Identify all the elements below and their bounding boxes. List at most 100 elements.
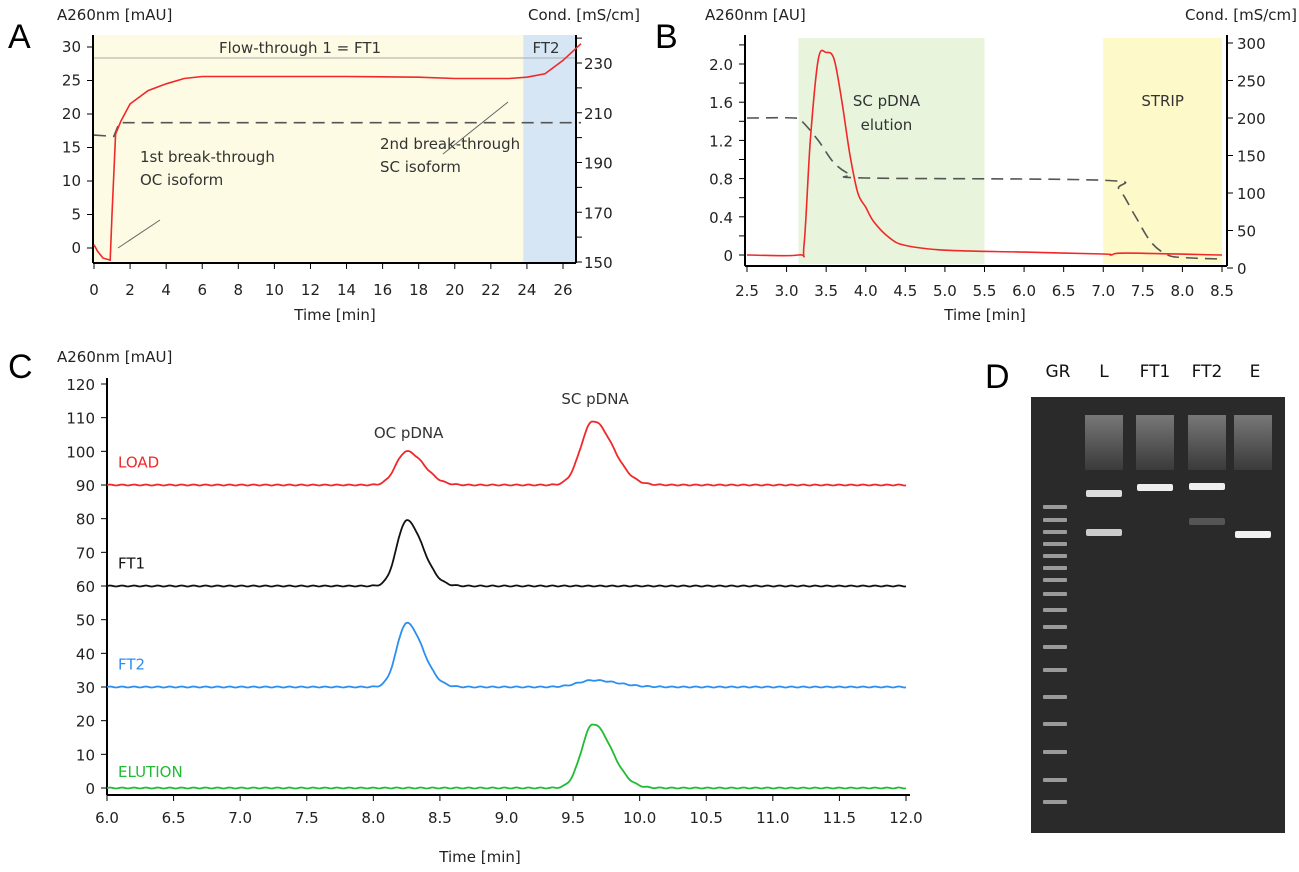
panel-label-c: C	[8, 348, 33, 386]
x-tick-label: 16	[373, 281, 392, 299]
lane-label: GR	[1046, 362, 1071, 382]
panel-label-b: B	[655, 18, 678, 56]
annotation-text: SC isoform	[380, 158, 461, 176]
ladder-band	[1043, 518, 1067, 522]
y-tick-label: 1.6	[709, 94, 733, 112]
x-tick-label: 3.0	[775, 282, 799, 300]
y-tick-label: 20	[76, 713, 95, 731]
y-tick-label: 0.8	[709, 171, 733, 189]
gel-band	[1189, 518, 1225, 525]
lane-label: FT1	[1140, 362, 1171, 382]
x-tick-label: 22	[481, 281, 500, 299]
x-tick-label: 10	[265, 281, 284, 299]
y-tick-label: 30	[76, 679, 95, 697]
chart-c: 6.0 6.5 7.0 7.5 8.0 8.5 9.0 9.5 10.0 10.5 11.0 11.5…	[57, 348, 923, 866]
y-tick-label: 100	[66, 443, 95, 461]
region-label-ft1: Flow-through 1 = FT1	[219, 39, 381, 57]
y-axis-label: A260nm [mAU]	[57, 348, 172, 366]
y2-tick-label: 150	[1237, 148, 1266, 166]
lane-smear	[1085, 415, 1123, 470]
x-tick-label: 26	[553, 281, 572, 299]
x-tick-label: 4	[161, 281, 171, 299]
x-tick-label: 5.5	[973, 282, 997, 300]
y2-tick-label: 50	[1237, 223, 1256, 241]
x-tick-label: 7.5	[1131, 282, 1155, 300]
y2-tick-label: 200	[1237, 110, 1266, 128]
x-tick-label: 10.5	[690, 809, 723, 827]
series-a260	[746, 49, 1223, 258]
series-conductivity	[93, 121, 581, 138]
x-axis-label: Time [min]	[943, 306, 1025, 324]
y-tick-label: 2.0	[709, 56, 733, 74]
x-tick-label: 12.0	[889, 809, 922, 827]
y-tick-label: 60	[76, 578, 95, 596]
ladder-band	[1043, 578, 1067, 582]
y-tick-label: 80	[76, 511, 95, 529]
x-tick-label: 14	[337, 281, 356, 299]
chart-b: SC pDNA elution STRIP 2.5 3.0 3.5 4.0 4.5 5.0 5.5…	[705, 6, 1297, 324]
y-tick-label: 30	[62, 38, 81, 56]
x-tick-label: 10.0	[623, 809, 656, 827]
lane-smear	[1136, 415, 1174, 470]
y-tick-label: 120	[66, 376, 95, 394]
region-label: SC pDNA	[853, 92, 921, 110]
x-axis-label: Time [min]	[293, 306, 375, 324]
ladder-band	[1043, 668, 1067, 672]
x-tick-label: 8.0	[361, 809, 385, 827]
ladder-band	[1043, 750, 1067, 754]
x-tick-label: 6.5	[162, 809, 186, 827]
x-tick-label: 4.0	[854, 282, 878, 300]
y-tick-label: 50	[76, 612, 95, 630]
series-label-ft1: FT1	[118, 554, 145, 572]
y-axis-label: A260nm [AU]	[705, 6, 806, 24]
x-tick-label: 7.0	[1091, 282, 1115, 300]
ladder-band	[1043, 778, 1067, 782]
y-tick-label: 5	[71, 206, 81, 224]
x-tick-label: 4.5	[893, 282, 917, 300]
ladder-band	[1043, 695, 1067, 699]
ladder-band	[1043, 542, 1067, 546]
series-label-load: LOAD	[118, 453, 159, 471]
annotation-arrow	[442, 101, 509, 155]
y2-tick-label: 100	[1237, 185, 1266, 203]
y2-axis-label: Cond. [mS/cm]	[1185, 6, 1297, 24]
gel-d: GR L FT1 FT2 E	[1031, 362, 1285, 833]
gel-band	[1086, 490, 1122, 497]
lane-label: FT2	[1192, 362, 1223, 382]
x-tick-label: 6.0	[95, 809, 119, 827]
y-tick-label: 20	[62, 105, 81, 123]
y-tick-label: 70	[76, 544, 95, 562]
annotation-text: 1st break-through	[140, 148, 275, 166]
peak-label: SC pDNA	[561, 390, 629, 408]
y2-tick-label: 0	[1237, 260, 1247, 278]
y-tick-label: 15	[62, 139, 81, 157]
x-tick-label: 9.0	[495, 809, 519, 827]
gel-band	[1086, 529, 1122, 536]
y-tick-label: 10	[76, 746, 95, 764]
region-elution	[798, 38, 985, 264]
gel-band	[1235, 531, 1271, 538]
x-tick-label: 11.5	[823, 809, 856, 827]
y-tick-label: 110	[66, 410, 95, 428]
y-tick-label: 0	[71, 239, 81, 257]
y2-tick-label: 190	[584, 155, 613, 173]
peak-label: OC pDNA	[374, 424, 444, 442]
y-tick-label: 0	[723, 247, 733, 265]
y2-tick-label: 230	[584, 55, 613, 73]
region-label: STRIP	[1141, 92, 1184, 110]
x-tick-label: 6	[197, 281, 207, 299]
y2-tick-label: 300	[1237, 35, 1266, 53]
x-axis-label: Time [min]	[438, 848, 520, 866]
region-ft2	[523, 35, 576, 263]
x-tick-label: 12	[301, 281, 320, 299]
ladder-band	[1043, 645, 1067, 649]
x-tick-label: 8.5	[1210, 282, 1234, 300]
x-tick-label: 5.0	[933, 282, 957, 300]
ladder-band	[1043, 592, 1067, 596]
series-conductivity	[746, 116, 1223, 260]
x-tick-label: 20	[445, 281, 464, 299]
x-tick-label: 11.0	[756, 809, 789, 827]
ladder-band	[1043, 554, 1067, 558]
panel-label-d: D	[985, 358, 1010, 396]
